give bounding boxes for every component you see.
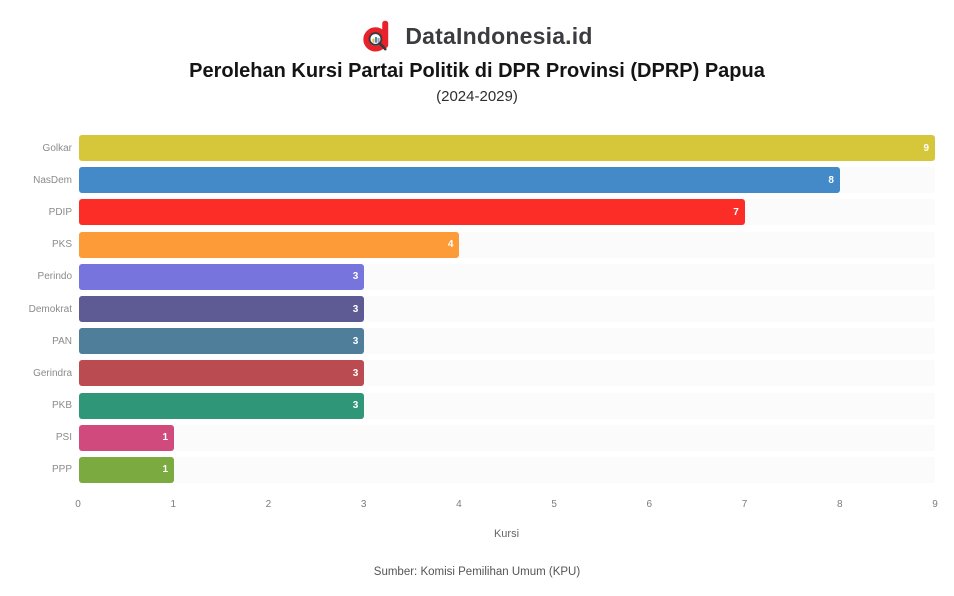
category-label: PKS <box>51 239 72 251</box>
bar-track: 9 <box>79 135 935 162</box>
bar-value-label: 7 <box>733 206 739 218</box>
x-tick-label: 2 <box>265 499 272 510</box>
bar-track: 3 <box>79 360 935 387</box>
category-label: PPP <box>51 464 72 476</box>
x-tick-label: 3 <box>360 499 367 510</box>
x-tick-label: 4 <box>456 499 462 510</box>
bar: 7 <box>79 199 745 226</box>
bar-track: 3 <box>79 328 935 355</box>
bar-value-label: 1 <box>162 432 169 444</box>
category-label: Golkar <box>42 142 72 154</box>
bar-track: 1 <box>79 424 935 451</box>
x-axis: 0 1 2 3 4 5 6 7 8 9 <box>75 499 938 513</box>
bar-track: 4 <box>79 231 935 258</box>
category-label: Demokrat <box>28 303 72 315</box>
bar-row: PKS 4 <box>0 229 935 261</box>
bar: 4 <box>79 231 460 258</box>
category-label: PSI <box>55 432 72 444</box>
category-label: PDIP <box>48 206 72 218</box>
bar-row: PPP 1 <box>0 454 935 486</box>
dataindonesia-logo-icon <box>363 20 389 52</box>
bar-value-label: 3 <box>352 335 359 347</box>
category-label: Perindo <box>37 271 72 283</box>
chart-subtitle: (2024-2029) <box>436 88 518 105</box>
bar-row: Golkar 9 <box>0 132 935 164</box>
bar-value-label: 3 <box>352 400 359 412</box>
bar-track: 3 <box>79 296 935 323</box>
bar: 3 <box>79 296 365 323</box>
x-tick-label: 8 <box>836 499 843 510</box>
bar-value-label: 9 <box>923 142 929 154</box>
bar: 3 <box>79 360 365 387</box>
bar-value-label: 8 <box>828 174 834 186</box>
brand-text: DataIndonesia.id <box>405 22 593 49</box>
bar-track: 3 <box>79 263 935 290</box>
bar-row: PAN 3 <box>0 325 935 357</box>
bar: 1 <box>79 424 175 451</box>
header: DataIndonesia.id <box>0 18 954 54</box>
x-tick-label: 0 <box>75 499 81 510</box>
bar-track: 8 <box>79 167 935 194</box>
bar-row: NasDem 8 <box>0 164 935 196</box>
bar-row: Perindo 3 <box>0 261 935 293</box>
bar: 3 <box>79 328 365 355</box>
bar: 8 <box>79 167 840 194</box>
bar-rows: Golkar 9 NasDem 8 PDIP 7 PKS 4 Perindo 3 Demokrat 3… <box>0 132 935 486</box>
bar-value-label: 1 <box>162 464 169 476</box>
bar-value-label: 4 <box>447 239 454 251</box>
bar-row: PKB 3 <box>0 390 935 422</box>
bar-row: Gerindra 3 <box>0 357 935 389</box>
chart-title: Perolehan Kursi Partai Politik di DPR Pr… <box>189 60 765 82</box>
source-note: Sumber: Komisi Pemilihan Umum (KPU) <box>373 566 581 578</box>
x-tick-label: 7 <box>741 499 748 510</box>
bar-value-label: 3 <box>352 303 359 315</box>
bar: 3 <box>79 392 365 419</box>
bar-track: 1 <box>79 456 935 483</box>
category-label: PAN <box>52 335 72 347</box>
bar: 3 <box>79 263 365 290</box>
x-tick-label: 9 <box>932 499 938 510</box>
category-label: Gerindra <box>33 367 72 379</box>
bar-value-label: 3 <box>352 367 359 379</box>
x-tick-label: 6 <box>646 499 653 510</box>
x-tick-label: 1 <box>170 499 176 510</box>
bar-track: 7 <box>79 199 935 226</box>
x-tick-label: 5 <box>551 499 557 510</box>
bar-row: Demokrat 3 <box>0 293 935 325</box>
category-label: NasDem <box>33 174 72 186</box>
bar: 9 <box>79 135 935 162</box>
bar-row: PDIP 7 <box>0 196 935 228</box>
bar-value-label: 3 <box>352 271 359 283</box>
category-label: PKB <box>51 400 72 412</box>
x-axis-title: Kursi <box>493 528 520 540</box>
bar: 1 <box>79 456 175 483</box>
bar-track: 3 <box>79 392 935 419</box>
bar-row: PSI 1 <box>0 422 935 454</box>
